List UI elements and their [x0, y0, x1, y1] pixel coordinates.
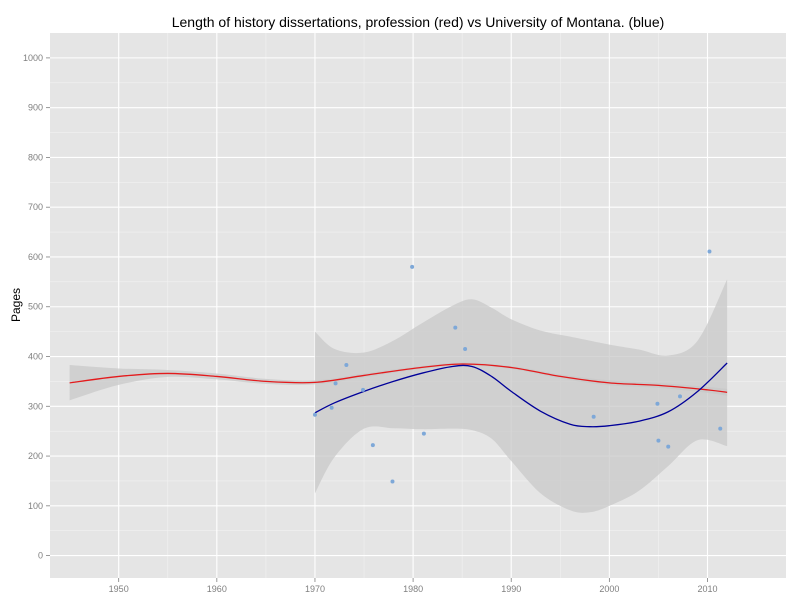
data-point [361, 387, 366, 392]
ribbon-montana [314, 279, 728, 513]
data-point [718, 426, 723, 431]
y-tick-label: 800 [28, 152, 43, 162]
major-gridlines [50, 33, 786, 578]
data-point [410, 264, 415, 269]
x-tick-label: 2000 [599, 584, 619, 594]
data-point [333, 381, 338, 386]
y-tick-label: 700 [28, 202, 43, 212]
x-tick-label: 1960 [207, 584, 227, 594]
data-point [329, 405, 334, 410]
data-point [344, 362, 349, 367]
data-points [312, 249, 723, 484]
data-point [656, 438, 661, 443]
y-tick-label: 300 [28, 401, 43, 411]
data-point [312, 412, 317, 417]
data-point [678, 394, 683, 399]
y-tick-label: 500 [28, 302, 43, 312]
data-point [591, 414, 596, 419]
x-tick-label: 1950 [109, 584, 129, 594]
y-tick-label: 900 [28, 103, 43, 113]
y-tick-label: 100 [28, 501, 43, 511]
chart-title: Length of history dissertations, profess… [171, 14, 665, 30]
x-axis: 1950 1960 1970 1980 1990 2000 2010 [109, 578, 718, 594]
line-profession [69, 363, 728, 393]
y-tick-label: 200 [28, 451, 43, 461]
data-point [463, 347, 468, 352]
x-tick-label: 1980 [403, 584, 423, 594]
smooth-lines [69, 362, 728, 428]
data-point [707, 249, 712, 254]
x-tick-label: 2010 [697, 584, 717, 594]
x-tick-label: 1970 [305, 584, 325, 594]
data-point [421, 431, 426, 436]
y-tick-label: 600 [28, 252, 43, 262]
y-tick-label: 400 [28, 352, 43, 362]
line-montana [314, 362, 728, 428]
data-point [390, 479, 395, 484]
data-point [655, 401, 660, 406]
x-tick-label: 1990 [501, 584, 521, 594]
data-point [666, 444, 671, 449]
y-axis: 0 100 200 300 400 500 600 700 800 900 1000 [23, 53, 50, 561]
data-point [453, 325, 458, 330]
plot-panel [50, 33, 786, 578]
y-tick-label: 0 [38, 551, 43, 561]
data-point [370, 443, 375, 448]
y-tick-label: 1000 [23, 53, 43, 63]
